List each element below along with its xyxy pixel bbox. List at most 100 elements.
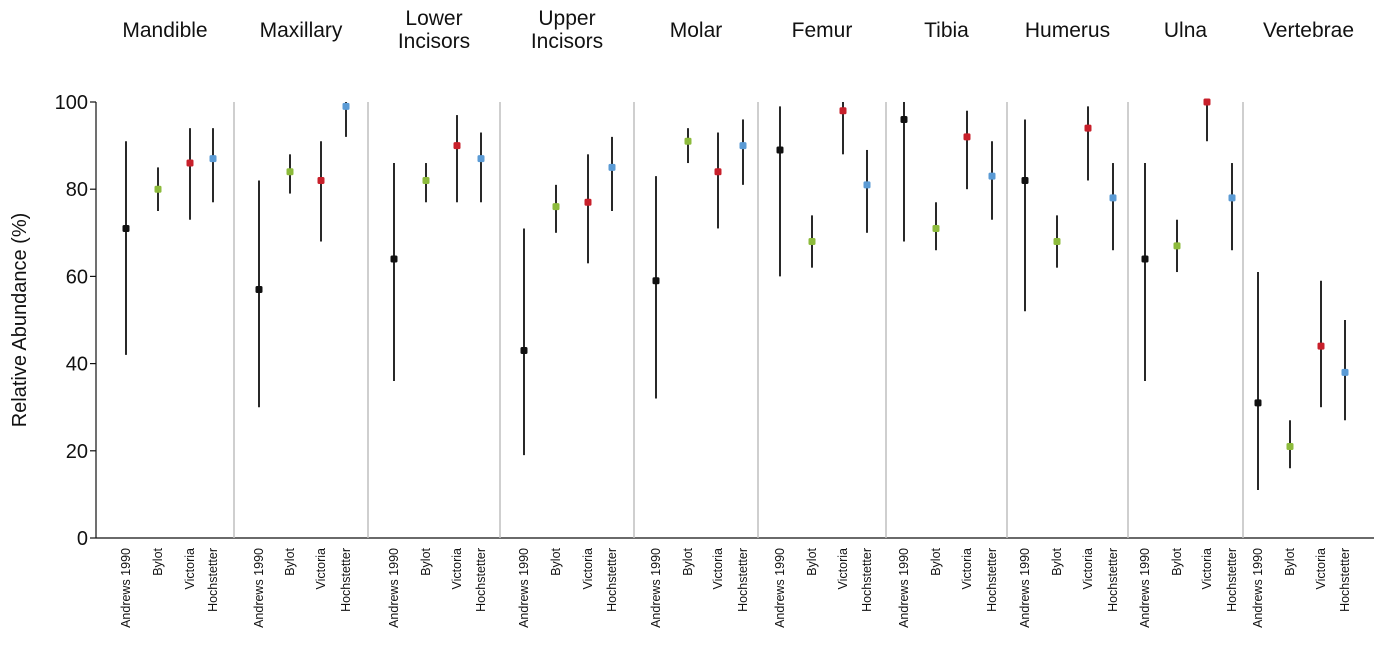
x-tick-label: Victoria (314, 548, 328, 590)
x-tick-label: Hochstetter (860, 548, 874, 612)
data-point (684, 137, 692, 145)
data-point (714, 168, 722, 176)
panel-title: Upper (538, 7, 595, 30)
data-point (1341, 368, 1349, 376)
data-point (453, 142, 461, 150)
x-tick-label: Bylot (681, 547, 695, 575)
data-point (1228, 194, 1236, 202)
data-point (932, 224, 940, 232)
x-tick-label: Hochstetter (1225, 548, 1239, 612)
data-point (1203, 98, 1211, 106)
data-point (1084, 124, 1092, 132)
x-tick-label: Andrews 1990 (773, 548, 787, 628)
panel-title: Femur (792, 19, 853, 42)
x-tick-label: Hochstetter (605, 548, 619, 612)
y-tick-label: 80 (66, 179, 88, 201)
x-tick-label: Bylot (805, 547, 819, 575)
data-point (286, 168, 294, 176)
y-tick-label: 60 (66, 266, 88, 288)
data-point (1141, 255, 1149, 263)
x-tick-label: Hochstetter (736, 548, 750, 612)
x-tick-label: Bylot (549, 547, 563, 575)
x-tick-label: Andrews 1990 (252, 548, 266, 628)
panel-title: Ulna (1164, 19, 1208, 42)
data-point (390, 255, 398, 263)
y-axis-label: Relative Abundance (%) (9, 213, 31, 428)
data-point (608, 163, 616, 171)
x-tick-label: Andrews 1990 (649, 548, 663, 628)
panel-title: Molar (670, 19, 723, 42)
panel-title: Vertebrae (1263, 19, 1354, 42)
panel-title: Incisors (398, 30, 470, 53)
data-point (900, 115, 908, 123)
data-point (776, 146, 784, 154)
panel-separators (233, 102, 1244, 538)
data-point (520, 347, 528, 355)
data-point (1021, 176, 1029, 184)
data-point (422, 176, 430, 184)
data-point (988, 172, 996, 180)
x-tick-label: Victoria (836, 548, 850, 590)
x-tick-label: Hochstetter (474, 548, 488, 612)
y-tick-label: 0 (77, 528, 88, 550)
x-tick-labels: Andrews 1990 Bylot Victoria Hochstetter Andr… (119, 547, 1352, 627)
x-tick-label: Hochstetter (206, 548, 220, 612)
x-tick-label: Hochstetter (339, 548, 353, 612)
panel-title: Lower (405, 7, 462, 30)
x-tick-label: Bylot (1283, 547, 1297, 575)
panel-title: Incisors (531, 30, 603, 53)
data-points (122, 98, 1349, 450)
y-tick-label: 20 (66, 441, 88, 463)
panel-titles: Mandible MaxillaryLowerIncisorsUpperIncis… (122, 7, 1354, 53)
data-point (839, 107, 847, 115)
data-point (477, 155, 485, 163)
data-point (317, 176, 325, 184)
x-tick-label: Hochstetter (1106, 548, 1120, 612)
x-tick-label: Victoria (581, 548, 595, 590)
x-tick-label: Victoria (1081, 548, 1095, 590)
x-tick-label: Bylot (929, 547, 943, 575)
x-tick-label: Andrews 1990 (119, 548, 133, 628)
data-point (209, 155, 217, 163)
x-tick-label: Andrews 1990 (517, 548, 531, 628)
data-point (1109, 194, 1117, 202)
x-tick-label: Hochstetter (1338, 548, 1352, 612)
panel-title: Maxillary (260, 19, 343, 42)
axes: 0 20 40 60 80 100 (55, 92, 1374, 550)
data-point (154, 185, 162, 193)
x-tick-label: Bylot (419, 547, 433, 575)
x-tick-label: Victoria (711, 548, 725, 590)
data-point (808, 238, 816, 246)
data-point (1317, 342, 1325, 350)
x-tick-label: Bylot (1050, 547, 1064, 575)
data-point (963, 133, 971, 141)
x-tick-label: Andrews 1990 (1138, 548, 1152, 628)
data-point (584, 198, 592, 206)
data-point (1254, 399, 1262, 407)
x-tick-label: Andrews 1990 (897, 548, 911, 628)
y-tick-label: 40 (66, 354, 88, 376)
data-point (863, 181, 871, 189)
data-point (1053, 238, 1061, 246)
x-tick-label: Andrews 1990 (1251, 548, 1265, 628)
x-tick-label: Hochstetter (985, 548, 999, 612)
data-point (739, 142, 747, 150)
panel-title: Humerus (1025, 19, 1110, 42)
data-point (342, 102, 350, 110)
x-tick-label: Bylot (1170, 547, 1184, 575)
data-point (122, 224, 130, 232)
data-point (255, 285, 263, 293)
panel-title: Mandible (122, 19, 207, 42)
panel-title: Tibia (924, 19, 969, 42)
data-point (1173, 242, 1181, 250)
x-tick-label: Victoria (1200, 548, 1214, 590)
x-tick-label: Bylot (151, 547, 165, 575)
x-tick-label: Victoria (450, 548, 464, 590)
x-tick-label: Bylot (283, 547, 297, 575)
data-point (552, 203, 560, 211)
x-tick-label: Andrews 1990 (1018, 548, 1032, 628)
data-point (652, 277, 660, 285)
y-tick-label: 100 (55, 92, 88, 114)
x-tick-label: Victoria (183, 548, 197, 590)
